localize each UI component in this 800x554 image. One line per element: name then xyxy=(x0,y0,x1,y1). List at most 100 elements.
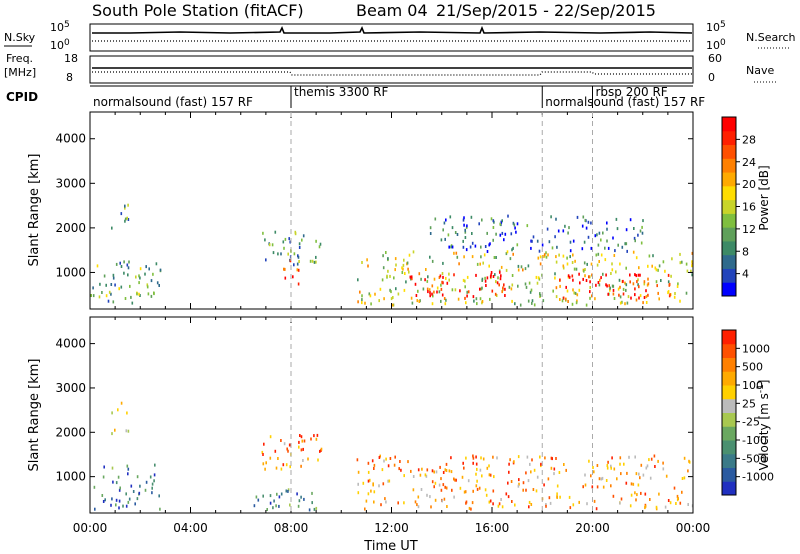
data-cell xyxy=(657,291,659,295)
data-cell xyxy=(147,292,150,296)
data-cell xyxy=(464,230,467,234)
data-cell xyxy=(625,481,628,485)
data-cell xyxy=(522,488,524,492)
data-cell xyxy=(591,294,593,298)
data-cell xyxy=(445,469,448,472)
data-cell xyxy=(382,254,384,258)
data-cell xyxy=(420,488,423,491)
data-cell xyxy=(533,303,536,307)
data-cell xyxy=(313,434,315,438)
velocity-colorbar: 1000 500 100 25 -25 -100 -500 -1000 Velocity [m… xyxy=(721,329,774,496)
colorbar-tick-label: 20 xyxy=(742,178,756,191)
velocity-axes: 1000 2000 3000 4000 xyxy=(55,317,694,513)
data-cell xyxy=(394,268,396,272)
data-cell xyxy=(315,260,317,264)
data-cell xyxy=(311,491,313,495)
data-cell xyxy=(606,466,609,470)
data-cell xyxy=(621,300,623,304)
data-cell xyxy=(619,295,622,299)
data-cell xyxy=(453,477,455,481)
data-cell xyxy=(381,468,384,472)
colorbar-tick-label: 100 xyxy=(742,379,763,392)
y-tick-label: 3000 xyxy=(55,176,86,190)
data-cell xyxy=(462,278,465,282)
data-cell xyxy=(438,290,441,294)
data-cell xyxy=(272,251,275,255)
data-cell xyxy=(412,475,415,478)
data-cell xyxy=(466,224,468,228)
data-cell xyxy=(494,292,497,296)
data-cell xyxy=(493,475,495,479)
data-cell xyxy=(679,261,682,265)
cpid-label: CPID xyxy=(6,90,38,104)
data-cell xyxy=(647,264,649,268)
data-cell xyxy=(390,297,393,301)
data-cell xyxy=(619,501,621,505)
data-cell xyxy=(463,490,466,494)
data-cell xyxy=(433,290,435,294)
data-cell xyxy=(388,479,391,483)
data-cell xyxy=(561,299,564,303)
data-cell xyxy=(481,277,484,281)
data-cell xyxy=(671,257,673,261)
data-cell xyxy=(514,302,516,306)
data-cell xyxy=(271,243,274,247)
data-cell xyxy=(478,486,481,490)
data-cell xyxy=(431,469,434,473)
data-cell xyxy=(446,505,448,508)
cpid-segment-label: normalsound (fast) 157 RF xyxy=(545,95,705,109)
data-cell xyxy=(530,246,532,250)
data-cell xyxy=(446,281,449,285)
data-cell xyxy=(114,283,116,287)
data-cell xyxy=(486,276,489,280)
data-cell xyxy=(673,295,676,299)
data-cell xyxy=(620,472,622,476)
data-cell xyxy=(484,279,487,283)
data-cell xyxy=(400,468,402,472)
data-cell xyxy=(517,455,520,459)
data-cell xyxy=(434,481,437,485)
data-cell xyxy=(454,288,457,292)
data-cell xyxy=(686,269,689,273)
data-cell xyxy=(555,255,557,259)
data-cell xyxy=(407,267,409,271)
data-cell xyxy=(403,501,405,505)
data-cell xyxy=(283,267,285,271)
data-cell xyxy=(318,245,321,249)
data-cell xyxy=(362,481,365,485)
data-cell xyxy=(127,266,130,270)
data-cell xyxy=(679,299,681,303)
data-cell xyxy=(280,467,283,471)
data-cell xyxy=(589,280,591,284)
y-tick-label: 3000 xyxy=(55,381,86,395)
data-cell xyxy=(118,499,121,503)
nave-tick-high: 60 xyxy=(708,52,722,65)
data-cell xyxy=(619,462,621,466)
data-cell xyxy=(637,278,639,282)
data-cell xyxy=(537,256,540,260)
data-cell xyxy=(612,494,615,498)
x-tick-label: 00:00 xyxy=(676,521,711,535)
data-cell xyxy=(111,432,113,436)
data-cell xyxy=(486,466,489,470)
data-cell xyxy=(579,281,581,285)
data-cell xyxy=(297,268,300,272)
data-cell xyxy=(512,252,514,256)
data-cell xyxy=(547,253,549,257)
data-cell xyxy=(621,245,624,249)
data-cell xyxy=(508,462,510,466)
data-cell xyxy=(622,292,625,296)
data-cell xyxy=(536,239,539,243)
data-cell xyxy=(538,249,541,253)
data-cell xyxy=(583,261,586,265)
power-ylabel: Slant Range [km] xyxy=(27,154,42,267)
data-cell xyxy=(539,292,541,296)
data-cell xyxy=(136,475,139,479)
data-cell xyxy=(536,475,539,479)
data-cell xyxy=(123,260,125,264)
data-cell xyxy=(542,299,545,303)
data-cell xyxy=(441,272,444,275)
data-cell xyxy=(557,229,560,233)
data-cell xyxy=(652,254,654,258)
data-cell xyxy=(566,256,568,260)
